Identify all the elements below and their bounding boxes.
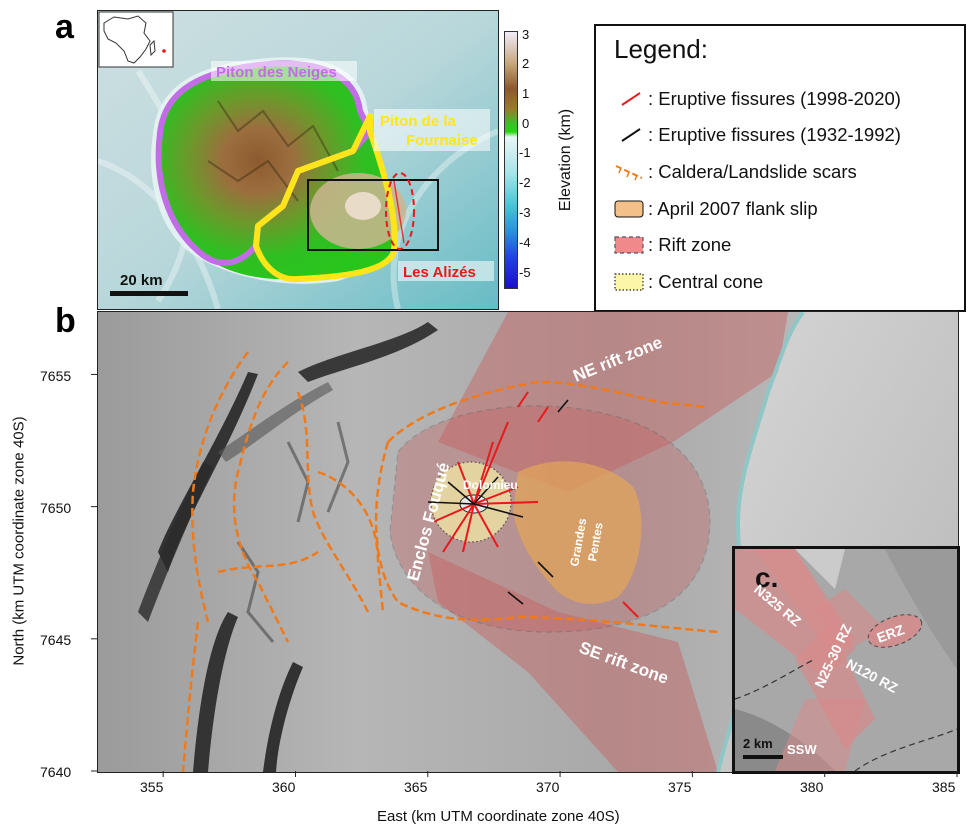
x-tick-label: 370 bbox=[536, 779, 560, 795]
colorbar-tick: -3 bbox=[519, 205, 531, 220]
overview-map-graphic: Piton des Neiges Piton de la Fournaise L… bbox=[98, 11, 498, 309]
red-line-icon bbox=[621, 92, 641, 106]
inset-scale-label: 2 km bbox=[743, 736, 773, 751]
legend-item: : Eruptive fissures (1932-1992) bbox=[596, 119, 964, 149]
y-tick-label: 7655 bbox=[40, 368, 72, 384]
y-tick-label: 7640 bbox=[40, 764, 72, 780]
legend-label: : Eruptive fissures (1998-2020) bbox=[648, 88, 901, 109]
legend-item: : Eruptive fissures (1998-2020) bbox=[596, 83, 964, 113]
colorbar-tick: 2 bbox=[522, 56, 530, 71]
red-dashed-patch-icon bbox=[614, 236, 644, 254]
colorbar-tick: -1 bbox=[519, 145, 531, 160]
colorbar-tick: 1 bbox=[522, 86, 530, 101]
overview-map: Piton des Neiges Piton de la Fournaise L… bbox=[97, 10, 499, 310]
inset-letter-c: c. bbox=[755, 562, 778, 593]
legend-item: : April 2007 flank slip bbox=[596, 193, 964, 223]
label-les-alizes: Les Alizés bbox=[403, 264, 476, 281]
legend-label: : Rift zone bbox=[648, 234, 732, 255]
scale-bar-a-label: 20 km bbox=[120, 272, 163, 289]
panel-letter-a: a bbox=[55, 8, 74, 46]
label-grandes-pentes-2: Pentes bbox=[585, 521, 606, 563]
x-axis-title: East (km UTM coordinate zone 40S) bbox=[377, 808, 620, 825]
recent-fissures bbox=[432, 391, 639, 618]
label-dolomieu: Dolomieu bbox=[463, 478, 518, 492]
legend: Legend: : Eruptive fissures (1998-2020) … bbox=[594, 24, 966, 312]
x-tick-label: 385 bbox=[932, 779, 956, 795]
legend-item: : Caldera/Landslide scars bbox=[596, 156, 964, 186]
colorbar-tick: -2 bbox=[519, 175, 531, 190]
legend-label: : Eruptive fissures (1932-1992) bbox=[648, 124, 901, 145]
rift-zones-inset: c. N325 RZ N25-30 RZ N120 RZ ERZ SSW 2 k… bbox=[732, 546, 960, 774]
caldera-scars bbox=[181, 351, 719, 772]
ne-rift-zone bbox=[438, 312, 788, 492]
se-rift-zone bbox=[428, 552, 718, 772]
colorbar-tick: -4 bbox=[519, 235, 531, 250]
label-piton-fournaise-1: Piton de la bbox=[380, 113, 457, 130]
panel-b-extent-box bbox=[307, 179, 439, 251]
y-tick-label: 7650 bbox=[40, 500, 72, 516]
scale-bar-a bbox=[110, 291, 188, 296]
x-tick-label: 355 bbox=[140, 779, 164, 795]
colorbar-tick: -5 bbox=[519, 265, 531, 280]
rift-zones-inset-graphic: c. N325 RZ N25-30 RZ N120 RZ ERZ SSW 2 k… bbox=[735, 549, 957, 771]
y-tick-label: 7645 bbox=[40, 632, 72, 648]
colorbar-tick: 0 bbox=[522, 116, 530, 131]
colorbar-title: Elevation (km) bbox=[557, 108, 574, 212]
label-piton-des-neiges: Piton des Neiges bbox=[216, 64, 337, 81]
les-alizes-outline bbox=[385, 172, 415, 250]
panel-letter-b: b bbox=[55, 302, 76, 340]
label-piton-fournaise-2: Fournaise bbox=[406, 132, 478, 149]
legend-item: : Rift zone bbox=[596, 229, 964, 259]
x-tick-label: 380 bbox=[800, 779, 824, 795]
legend-label: : Caldera/Landslide scars bbox=[648, 161, 857, 182]
orange-patch-icon bbox=[614, 200, 644, 218]
old-fissures bbox=[427, 399, 569, 605]
colorbar-tick: 3 bbox=[522, 27, 530, 42]
legend-label: : Central cone bbox=[648, 271, 764, 292]
x-tick-label: 360 bbox=[272, 779, 296, 795]
x-tick-label: 365 bbox=[404, 779, 428, 795]
legend-label: : April 2007 flank slip bbox=[648, 198, 818, 219]
black-line-icon bbox=[621, 128, 641, 142]
piton-de-la-fournaise-outline bbox=[253, 113, 398, 283]
x-tick-label: 375 bbox=[668, 779, 692, 795]
legend-item: : Central cone bbox=[596, 266, 964, 296]
label-ssw: SSW bbox=[787, 742, 817, 757]
y-axis-title: North (km UTM coordinate zone 40S) bbox=[10, 416, 28, 666]
elevation-colorbar bbox=[504, 31, 518, 289]
yellow-dotted-patch-icon bbox=[614, 273, 644, 291]
orange-dashed-scar-icon bbox=[615, 165, 643, 181]
legend-title: Legend: bbox=[614, 34, 708, 64]
